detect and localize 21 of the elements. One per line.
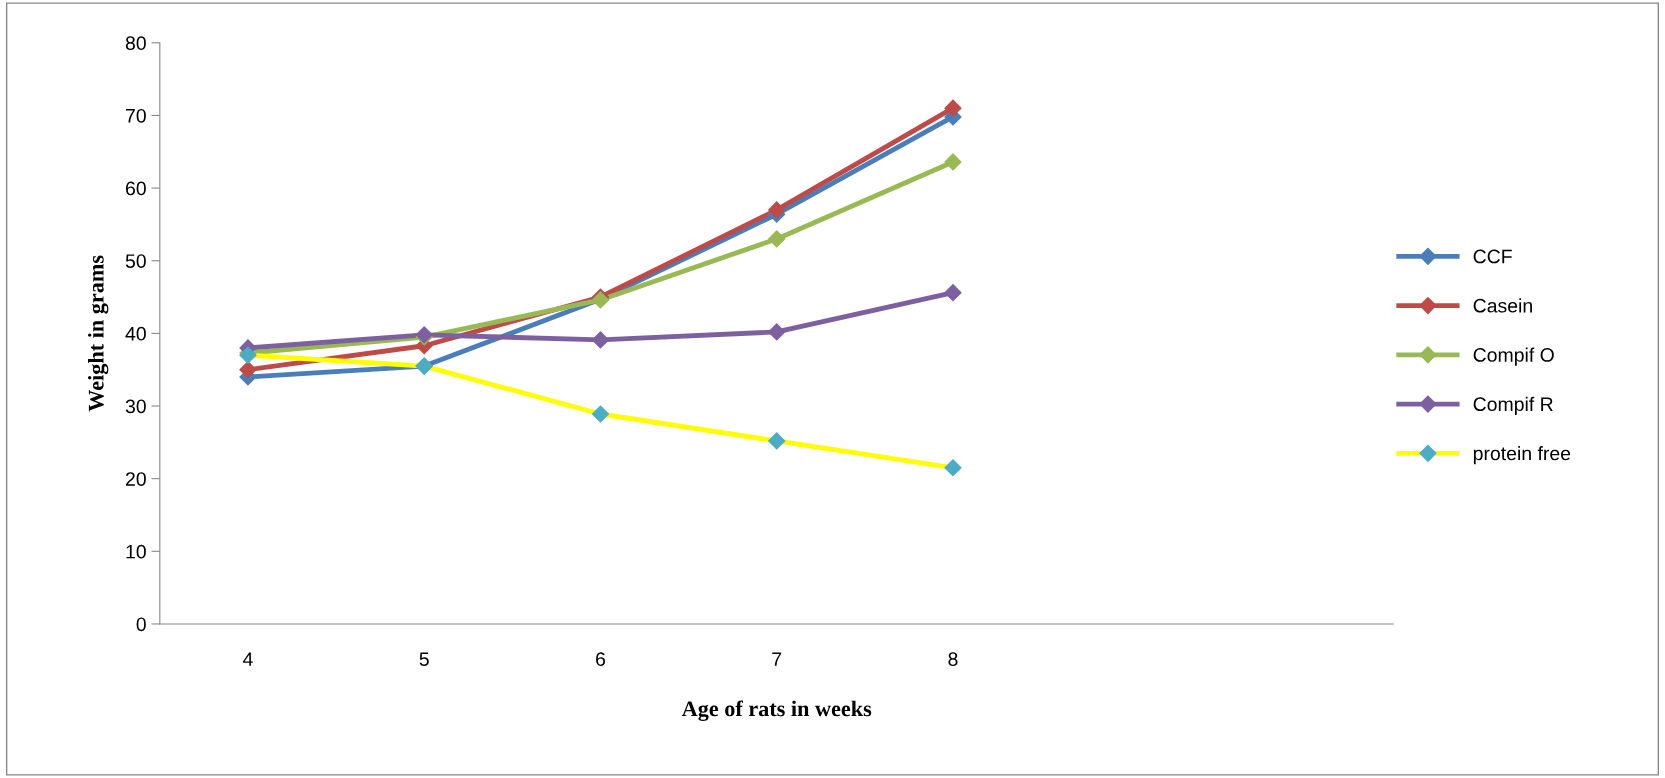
x-axis-title: Age of rats in weeks <box>681 700 872 721</box>
legend-label: Casein <box>1473 298 1532 313</box>
legend-label: protein free <box>1473 446 1571 465</box>
x-tick-label: 8 <box>948 652 958 667</box>
legend-label: Compif O <box>1473 347 1554 366</box>
y-tick-label: 30 <box>125 399 146 414</box>
y-tick-label: 20 <box>126 472 146 486</box>
y-tick-label: 80 <box>125 36 146 51</box>
legend-label: Compif R <box>1473 396 1553 415</box>
y-tick-label: 10 <box>126 544 146 559</box>
x-tick-label: 7 <box>772 652 782 666</box>
x-tick-label: 5 <box>419 652 429 667</box>
y-axis-title: Weight in grams <box>88 255 109 412</box>
y-tick-label: 70 <box>126 108 146 123</box>
x-tick-label: 6 <box>596 652 606 667</box>
y-tick-label: 60 <box>126 181 146 196</box>
y-tick-label: 40 <box>125 326 146 341</box>
legend-label: CCF <box>1473 249 1512 264</box>
y-tick-label: 0 <box>136 617 146 632</box>
y-tick-label: 50 <box>125 254 146 268</box>
x-tick-label: 4 <box>243 652 253 666</box>
